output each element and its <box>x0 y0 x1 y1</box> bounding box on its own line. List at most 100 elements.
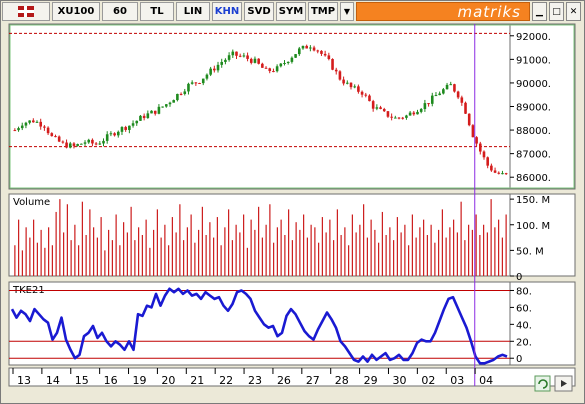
candle-body <box>32 120 35 123</box>
candle-body <box>150 110 153 114</box>
candle-body <box>257 58 260 64</box>
candle-body <box>120 127 124 132</box>
x-tick-label: 14 <box>46 374 60 387</box>
candle-body <box>168 102 172 105</box>
chevron-down-icon[interactable]: ▼ <box>340 2 354 21</box>
candle-body <box>65 142 68 148</box>
candle-body <box>109 133 113 135</box>
candle-body <box>390 116 393 118</box>
refresh-icon-arrow <box>538 379 548 389</box>
x-tick-label: 30 <box>392 374 406 387</box>
candle-body <box>331 58 334 70</box>
candle-body <box>57 136 61 142</box>
candle-body <box>46 127 50 134</box>
candle-body <box>294 54 297 58</box>
candle-body <box>430 95 434 104</box>
tmp-button[interactable]: TMP <box>308 2 338 21</box>
tke-ytick-label: 20. <box>516 337 532 348</box>
volume-ytick-label: 0 <box>516 272 522 283</box>
candle-body <box>242 55 246 57</box>
currency-button[interactable]: TL <box>140 2 174 21</box>
candle-body <box>490 165 493 171</box>
candle-body <box>360 91 364 95</box>
candle-body <box>394 117 397 119</box>
symbol-field[interactable]: XU100 <box>52 2 100 21</box>
x-tick-label: 13 <box>17 374 31 387</box>
candle-body <box>153 110 157 114</box>
maximize-icon[interactable]: □ <box>549 2 564 21</box>
candle-body <box>209 68 212 75</box>
candle-body <box>438 93 441 96</box>
candle-body <box>416 111 419 115</box>
candle-body <box>379 107 382 109</box>
candle-body <box>190 82 194 84</box>
scroll-right-arrow <box>561 380 567 387</box>
x-tick-label: 29 <box>364 374 378 387</box>
x-tick-label: 02 <box>421 374 435 387</box>
tke-ytick-label: 60. <box>516 303 532 314</box>
close-icon[interactable]: ✕ <box>566 2 581 21</box>
price-ytick-label: 91000. <box>516 55 551 66</box>
candle-body <box>386 111 390 117</box>
candle-body <box>264 67 268 69</box>
candle-body <box>427 103 430 105</box>
candle-body <box>375 107 379 109</box>
candle-body <box>201 78 205 84</box>
candle-body <box>216 64 220 71</box>
candle-body <box>135 120 139 124</box>
minimize-icon[interactable]: ▁ <box>532 2 547 21</box>
candle-body <box>353 86 356 88</box>
candle-body <box>449 84 453 86</box>
candle-body <box>172 100 175 103</box>
candle-body <box>327 55 331 59</box>
candle-body <box>187 83 190 92</box>
sym-button[interactable]: SYM <box>276 2 306 21</box>
candle-body <box>368 95 371 102</box>
candle-body <box>349 82 353 88</box>
candle-body <box>113 133 116 136</box>
svd-button[interactable]: SVD <box>244 2 274 21</box>
interval-button[interactable]: 60 <box>102 2 138 21</box>
symbol-box[interactable] <box>2 2 50 21</box>
candle-body <box>467 113 471 126</box>
candle-body <box>80 143 83 145</box>
x-tick-label: 15 <box>75 374 89 387</box>
candle-body <box>91 139 94 144</box>
x-tick-label: 19 <box>133 374 147 387</box>
candle-body <box>334 69 338 72</box>
candle-body <box>456 91 460 98</box>
candle-body <box>453 84 456 92</box>
matriks-logo: matriks <box>457 2 521 21</box>
candle-body <box>397 117 401 119</box>
price-ytick-label: 86000. <box>516 173 551 184</box>
candle-body <box>98 143 102 145</box>
price-panel-highlight <box>9 24 575 189</box>
candle-body <box>142 115 146 119</box>
candle-body <box>76 144 79 146</box>
candle-body <box>346 82 349 84</box>
candle-body <box>382 108 386 112</box>
flag-icon <box>18 6 34 17</box>
candle-body <box>194 82 198 84</box>
volume-ytick-label: 100. M <box>516 221 550 232</box>
candle-body <box>227 55 231 60</box>
candle-body <box>116 131 120 136</box>
x-tick-label: 20 <box>161 374 175 387</box>
scale-button[interactable]: LIN <box>176 2 210 21</box>
candle-body <box>301 45 305 49</box>
candle-body <box>482 151 486 158</box>
khn-button[interactable]: KHN <box>212 2 242 21</box>
tke-ytick-label: 80. <box>516 286 532 297</box>
candle-body <box>213 68 216 71</box>
price-ytick-label: 87000. <box>516 150 551 161</box>
candle-body <box>35 121 39 123</box>
candle-body <box>442 89 445 94</box>
candle-body <box>24 122 28 126</box>
candle-body <box>235 51 238 56</box>
candle-body <box>316 50 320 52</box>
x-tick-label: 28 <box>335 374 349 387</box>
candle-body <box>83 142 87 144</box>
candle-body <box>261 63 264 68</box>
candle-body <box>102 140 105 144</box>
candle-body <box>323 53 327 56</box>
